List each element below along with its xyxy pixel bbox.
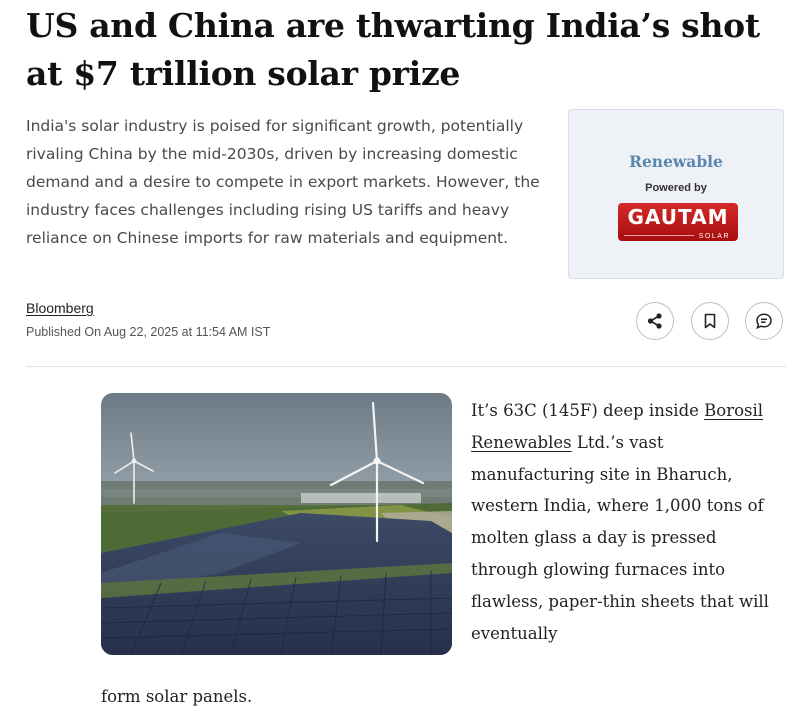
logo-text: GAUTAM: [627, 205, 729, 229]
logo-line: [624, 235, 694, 236]
borosil-renewables-link[interactable]: Borosil Renewables: [471, 401, 764, 452]
solar-farm-photo: [101, 393, 452, 655]
bookmark-icon: [704, 313, 716, 329]
body-intro: It’s 63C (145F) deep inside: [471, 401, 705, 420]
body-rest: Ltd.’s vast manufacturing site in Bharuc…: [471, 432, 769, 643]
article-headline: US and China are thwarting India’s shot …: [26, 6, 760, 93]
share-icon: [647, 313, 662, 329]
sponsor-box[interactable]: Renewable Powered by GAUTAM SOLAR: [568, 109, 784, 279]
article-photo: [101, 393, 452, 655]
bookmark-button[interactable]: [691, 302, 729, 340]
article-body-paragraph: It’s 63C (145F) deep inside Borosil Rene…: [471, 395, 771, 649]
section-divider: [26, 366, 786, 367]
logo-subtext: SOLAR: [698, 233, 730, 240]
gautam-solar-logo[interactable]: GAUTAM SOLAR: [618, 203, 738, 241]
comment-icon: [756, 313, 772, 330]
published-date: Published On Aug 22, 2025 at 11:54 AM IS…: [26, 325, 271, 339]
share-button[interactable]: [636, 302, 674, 340]
comment-button[interactable]: [745, 302, 783, 340]
article-summary: India's solar industry is poised for sig…: [26, 117, 540, 247]
sponsor-label: Renewable: [629, 152, 723, 171]
powered-by-text: Powered by: [645, 182, 707, 194]
source-link[interactable]: Bloomberg: [26, 300, 94, 316]
article-body-continuation: form solar panels.: [101, 687, 253, 706]
